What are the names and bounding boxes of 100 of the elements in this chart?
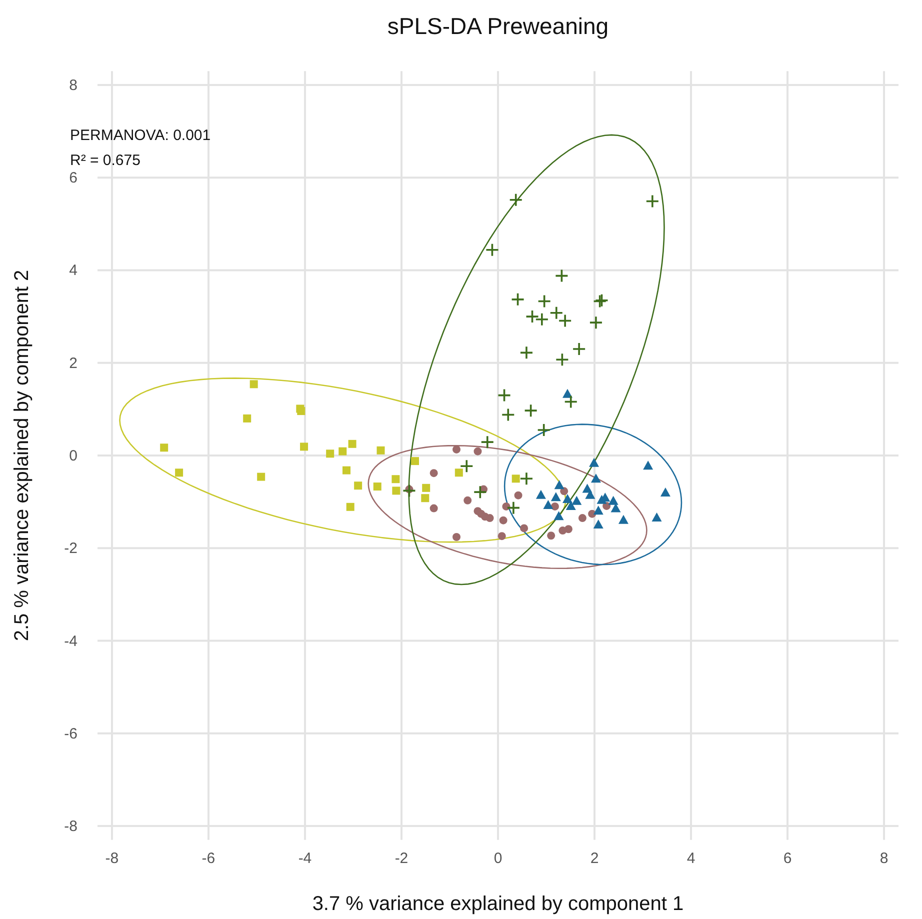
point bbox=[564, 394, 578, 409]
x-tick-label: 2 bbox=[590, 850, 599, 867]
y-tick-label: -4 bbox=[64, 632, 78, 650]
x-tick-label: -6 bbox=[202, 850, 216, 867]
y-tick-label: -6 bbox=[64, 725, 78, 742]
y-tick-label: 8 bbox=[69, 76, 78, 94]
point bbox=[422, 484, 430, 492]
point bbox=[536, 490, 546, 499]
y-tick-label: -2 bbox=[64, 540, 78, 558]
point bbox=[524, 404, 538, 418]
point bbox=[554, 268, 569, 283]
point bbox=[243, 414, 252, 422]
point bbox=[520, 346, 534, 360]
point bbox=[411, 457, 420, 466]
x-axis-title: 3.7 % variance explained by component 1 bbox=[312, 893, 684, 915]
point bbox=[564, 525, 572, 534]
point bbox=[454, 468, 463, 477]
point bbox=[520, 472, 534, 486]
point bbox=[589, 458, 600, 467]
y-tick-label: -8 bbox=[64, 818, 78, 836]
point bbox=[175, 468, 184, 477]
point bbox=[250, 380, 258, 388]
x-tick-label: 8 bbox=[880, 850, 888, 867]
annotation: PERMANOVA: 0.001 bbox=[70, 127, 211, 144]
point bbox=[485, 242, 500, 257]
point bbox=[512, 474, 520, 483]
y-tick-label: 6 bbox=[69, 170, 78, 187]
point bbox=[537, 294, 552, 308]
point bbox=[376, 446, 385, 454]
point bbox=[430, 469, 438, 478]
point bbox=[525, 310, 540, 324]
point bbox=[392, 486, 400, 495]
point bbox=[550, 502, 559, 510]
point bbox=[547, 532, 556, 540]
point bbox=[480, 435, 494, 449]
point bbox=[555, 352, 570, 367]
point bbox=[514, 491, 522, 500]
annotation: R² = 0.675 bbox=[70, 152, 140, 169]
point bbox=[520, 524, 528, 532]
point bbox=[610, 503, 621, 512]
point bbox=[421, 494, 430, 502]
point bbox=[474, 447, 482, 456]
x-tick-label: 0 bbox=[494, 850, 502, 867]
x-tick-label: 4 bbox=[686, 850, 696, 867]
point bbox=[354, 482, 362, 490]
point bbox=[572, 496, 582, 505]
point bbox=[618, 514, 628, 524]
point bbox=[550, 492, 561, 502]
point bbox=[498, 532, 506, 540]
point bbox=[473, 485, 488, 499]
point bbox=[508, 192, 523, 207]
point bbox=[562, 494, 572, 503]
point bbox=[300, 442, 308, 451]
point bbox=[499, 516, 508, 524]
point bbox=[452, 445, 460, 454]
point bbox=[502, 502, 510, 510]
point bbox=[589, 316, 603, 330]
chart-title: sPLS-DA Preweaning bbox=[387, 13, 609, 39]
x-tick-label: 6 bbox=[783, 850, 792, 867]
y-axis-title: 2.5 % variance explained by component 2 bbox=[11, 270, 33, 642]
x-tick-label: -2 bbox=[394, 850, 408, 867]
point bbox=[464, 496, 472, 504]
point bbox=[430, 504, 438, 512]
point bbox=[536, 423, 551, 437]
point bbox=[554, 511, 564, 520]
point bbox=[257, 472, 266, 481]
point bbox=[392, 475, 400, 484]
point bbox=[535, 312, 549, 326]
point bbox=[543, 500, 554, 510]
point bbox=[660, 488, 670, 497]
point bbox=[554, 480, 564, 490]
point bbox=[643, 460, 654, 470]
point bbox=[652, 512, 662, 522]
point bbox=[593, 506, 604, 515]
point bbox=[562, 388, 572, 398]
point bbox=[590, 474, 601, 483]
point bbox=[497, 388, 512, 402]
point bbox=[297, 407, 306, 416]
point bbox=[452, 533, 460, 542]
point bbox=[460, 459, 474, 474]
point bbox=[608, 496, 618, 505]
point bbox=[348, 440, 356, 448]
point bbox=[578, 514, 586, 522]
x-tick-label: -8 bbox=[105, 850, 119, 867]
point bbox=[501, 408, 516, 422]
point bbox=[560, 487, 568, 496]
point bbox=[593, 519, 604, 528]
point bbox=[373, 482, 382, 491]
point bbox=[506, 500, 520, 515]
y-tick-label: 2 bbox=[69, 354, 78, 372]
point bbox=[510, 292, 525, 306]
y-tick-label: 0 bbox=[69, 448, 78, 464]
y-tick-label: 4 bbox=[69, 262, 78, 280]
point bbox=[646, 194, 660, 208]
point bbox=[326, 450, 334, 458]
point bbox=[572, 342, 586, 356]
point bbox=[486, 514, 494, 522]
point bbox=[160, 444, 168, 452]
point bbox=[338, 447, 347, 456]
point bbox=[346, 502, 354, 511]
